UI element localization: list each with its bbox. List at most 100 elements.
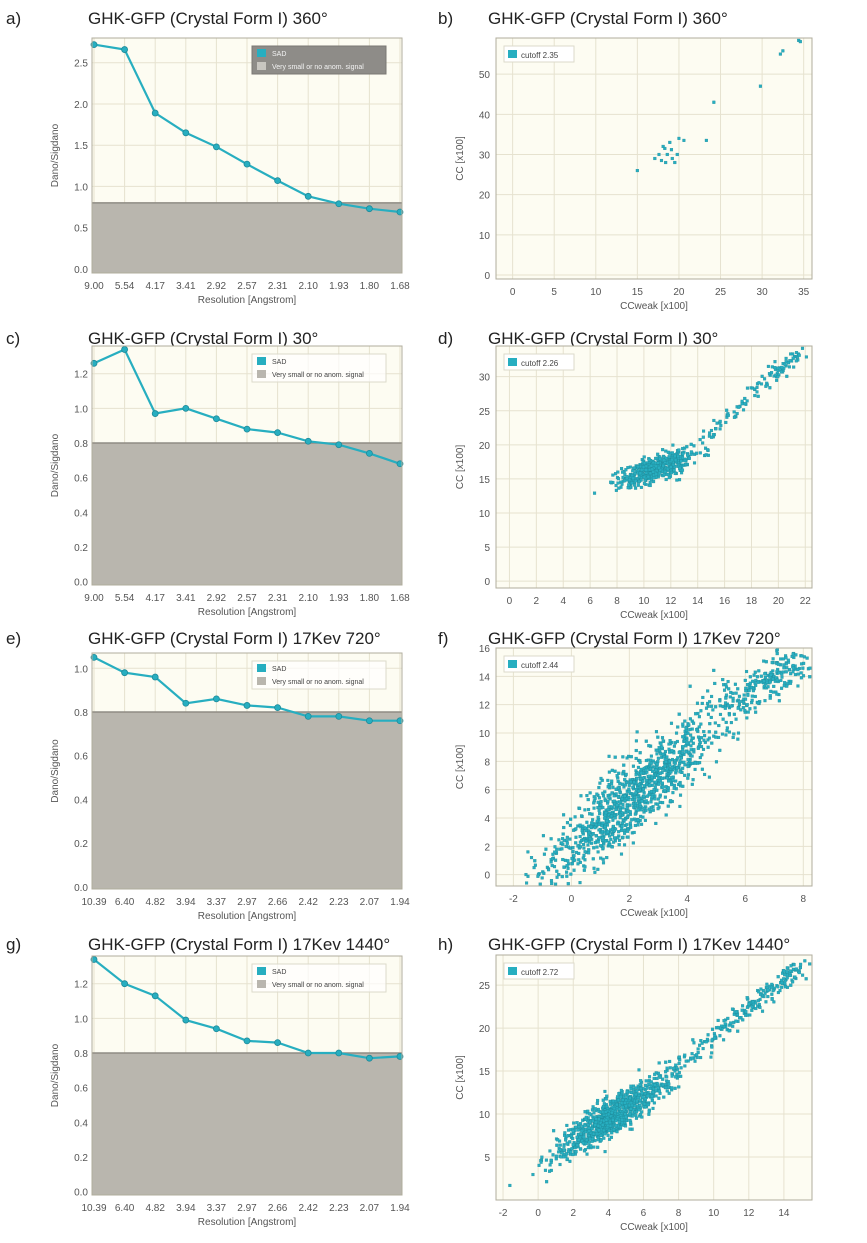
scatter-point — [765, 680, 769, 684]
x-tick-label: 3.41 — [176, 593, 196, 604]
scatter-point — [571, 846, 575, 850]
scatter-point — [702, 738, 706, 742]
scatter-point — [805, 656, 809, 660]
scatter-point — [744, 689, 748, 693]
scatter-point — [605, 1094, 609, 1098]
legend-label: Very small or no anom. signal — [272, 64, 364, 71]
scatter-point — [649, 790, 654, 794]
scatter-point — [596, 815, 600, 819]
scatter-point — [657, 466, 661, 470]
scatter-point — [635, 730, 639, 734]
y-tick-label: 2.5 — [74, 59, 88, 70]
scatter-point — [562, 865, 566, 869]
scatter-point — [763, 699, 767, 703]
scatter-point — [744, 1010, 748, 1014]
scatter-point — [799, 962, 803, 966]
data-point — [121, 346, 128, 353]
scatter-point — [768, 680, 772, 684]
scatter-point — [570, 1147, 574, 1151]
x-tick-label: 2.23 — [329, 897, 349, 908]
y-tick-label: 10 — [479, 509, 491, 520]
scatter-point — [742, 693, 746, 697]
scatter-point — [739, 708, 743, 712]
scatter-point — [636, 465, 640, 469]
scatter-point — [625, 815, 630, 819]
scatter-point — [654, 780, 658, 784]
scatter-point — [685, 741, 689, 745]
x-tick-label: 3.94 — [176, 897, 196, 908]
scatter-point — [596, 1124, 600, 1128]
scatter-point — [614, 792, 618, 796]
scatter-point — [590, 1108, 594, 1112]
x-tick-label: 4.17 — [145, 281, 165, 292]
scatter-point — [764, 1000, 768, 1004]
scatter-point — [769, 670, 773, 675]
scatter-point — [786, 361, 791, 365]
scatter-point — [688, 717, 692, 721]
scatter-point — [741, 408, 746, 412]
scatter-point — [607, 1137, 612, 1141]
scatter-point — [709, 715, 713, 719]
scatter-point — [698, 761, 702, 765]
scatter-point — [669, 770, 673, 774]
scatter-point — [606, 778, 610, 782]
scatter-point — [616, 470, 620, 474]
scatter-point — [603, 824, 607, 829]
scatter-point — [683, 773, 687, 777]
scatter-point — [670, 458, 674, 462]
legend-label: cutoff 2.44 — [521, 661, 559, 670]
scatter-point — [656, 1086, 660, 1090]
scatter-point — [563, 1131, 567, 1135]
scatter-point — [656, 760, 660, 764]
scatter-point — [701, 441, 705, 445]
data-point — [212, 143, 220, 151]
scatter-point — [524, 872, 528, 877]
scatter-point — [753, 394, 757, 398]
y-tick-label: 0 — [484, 577, 490, 588]
scatter-point — [565, 864, 569, 868]
scatter-point — [583, 850, 587, 854]
scatter-point — [707, 736, 711, 740]
scatter-point — [599, 776, 603, 780]
scatter-point — [695, 1053, 699, 1057]
scatter-point — [627, 1103, 631, 1107]
scatter-point — [683, 763, 687, 767]
scatter-point — [763, 672, 767, 676]
chart-a: a) GHK-GFP (Crystal Form I) 360° 0.0 0.5 1.0… — [6, 9, 410, 306]
chart-b: b) GHK-GFP (Crystal Form I) 360° 0 5 10 15 20 2… — [438, 9, 813, 312]
scatter-point — [734, 691, 738, 695]
scatter-point — [536, 874, 540, 878]
scatter-point — [665, 755, 669, 759]
scatter-point — [718, 704, 722, 708]
scatter-point — [638, 471, 642, 475]
y-tick-label: 0.8 — [74, 708, 88, 719]
scatter-point — [660, 736, 665, 740]
scatter-point — [785, 970, 789, 974]
x-tick-label: 12 — [665, 596, 677, 607]
scatter-point — [610, 845, 614, 849]
legend-label: Very small or no anom. signal — [272, 679, 364, 686]
chart-title: GHK-GFP (Crystal Form I) 17Kev 1440° — [88, 935, 390, 954]
scatter-point — [574, 1125, 578, 1129]
scatter-point — [565, 1123, 569, 1127]
scatter-point — [589, 1144, 593, 1148]
scatter-point — [593, 1107, 597, 1111]
scatter-point — [630, 481, 634, 485]
scatter-point — [684, 462, 688, 467]
legend-swatch-threshold — [257, 62, 266, 70]
scatter-point — [656, 802, 660, 806]
scatter-point — [777, 699, 781, 703]
legend-swatch-sad — [257, 49, 266, 57]
scatter-point — [718, 712, 723, 716]
scatter-point — [793, 672, 797, 677]
scatter-point — [731, 699, 735, 703]
scatter-point — [698, 1043, 702, 1047]
x-tick-label: 3.37 — [207, 897, 227, 908]
data-point — [243, 425, 251, 433]
scatter-point — [565, 839, 569, 843]
scatter-point — [594, 834, 598, 838]
scatter-point — [565, 874, 569, 878]
scatter-point — [757, 669, 761, 673]
y-tick-label: 1.5 — [74, 141, 88, 152]
scatter-point — [587, 1126, 591, 1130]
